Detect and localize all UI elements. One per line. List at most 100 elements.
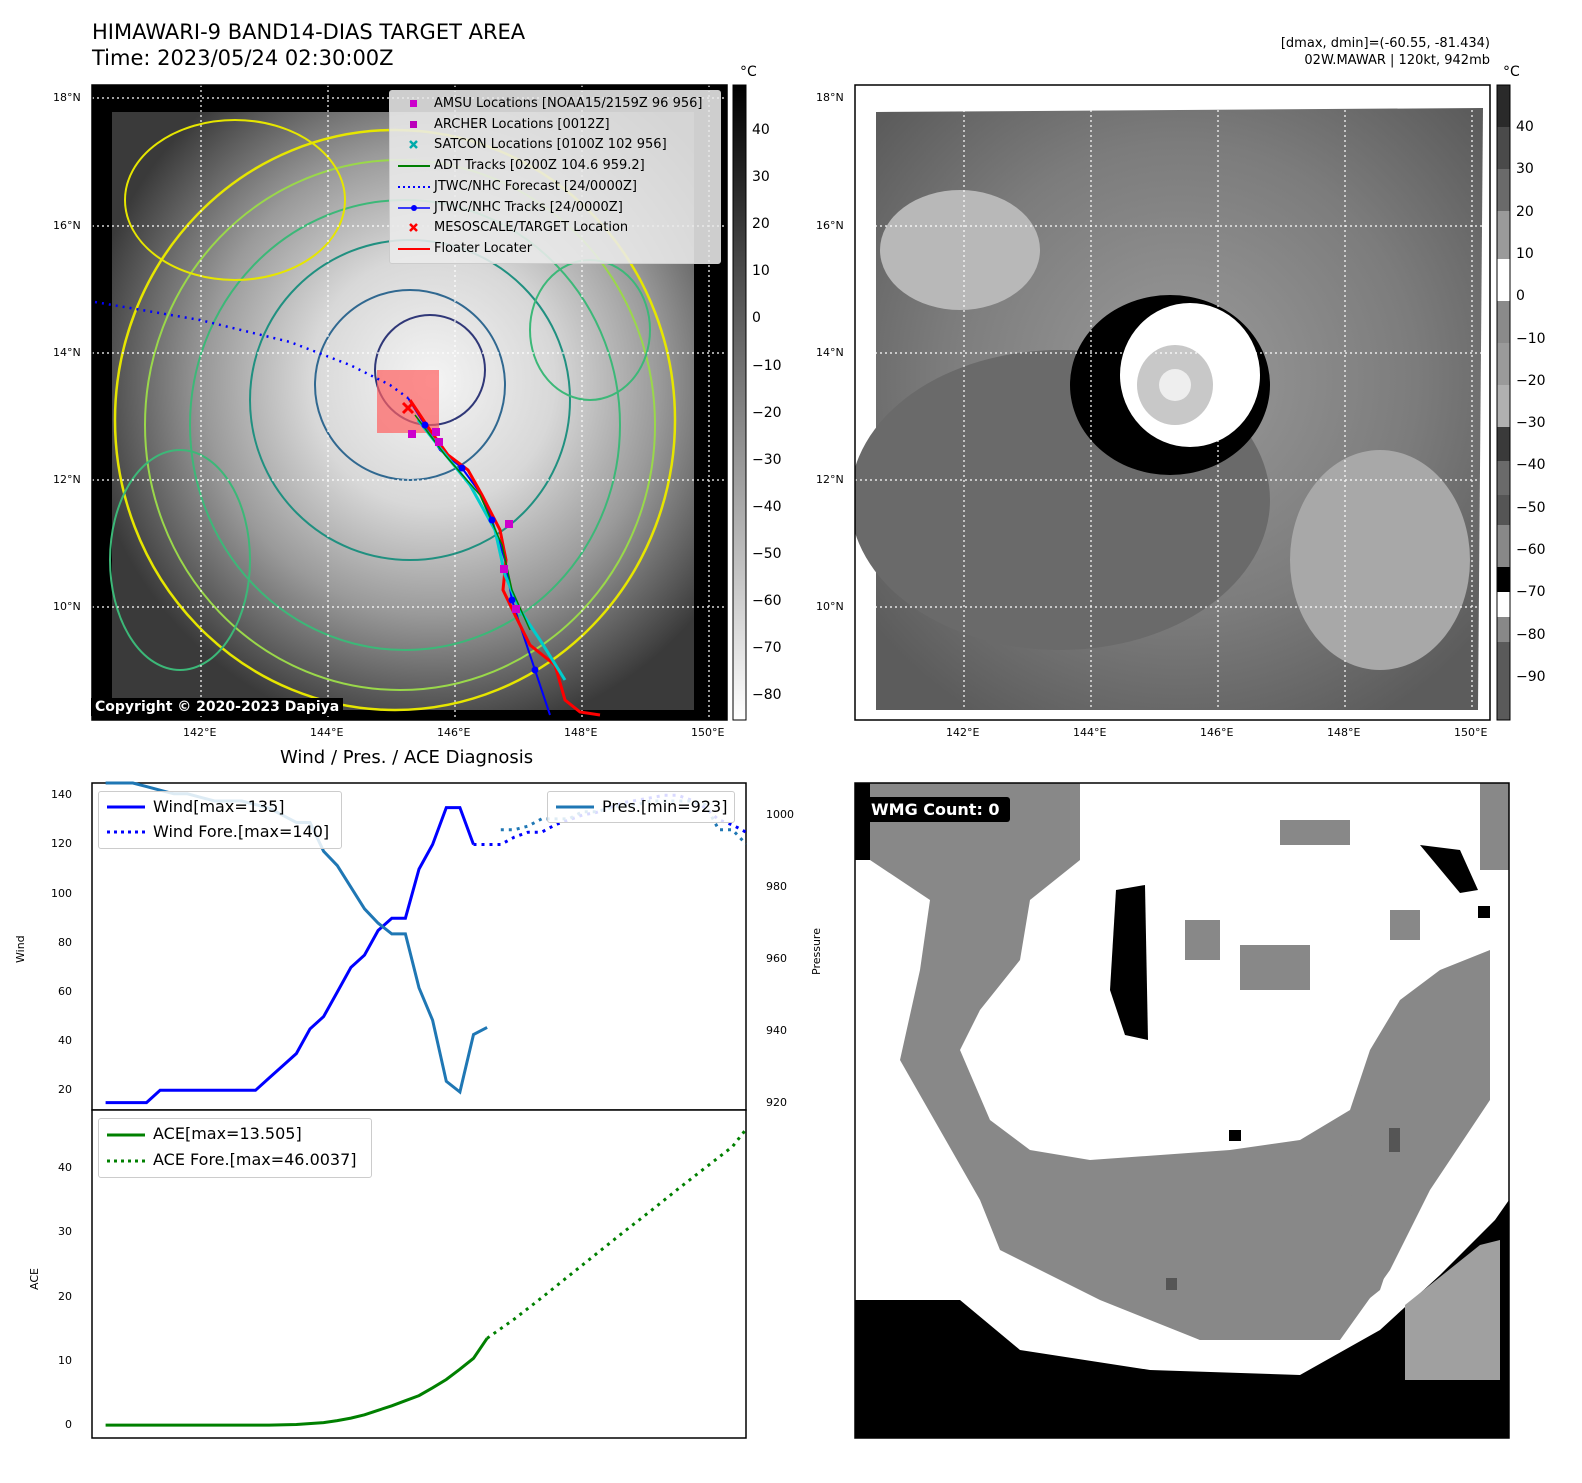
right-colorbar-tick-11: −70 [1516, 584, 1546, 601]
wind-ytick-6: 20 [58, 1083, 72, 1097]
wind-legend: Wind[max=135] Wind Fore.[max=140] [98, 791, 342, 849]
pressure-ytick-2: 960 [766, 952, 787, 966]
left-colorbar-tick-7: −30 [752, 451, 782, 468]
legend-swatch-3 [398, 165, 430, 168]
legend-label-6: MESOSCALE/TARGET Location [434, 220, 629, 236]
right-colorbar-tick-3: 10 [1516, 245, 1534, 262]
left-colorbar-tick-0: 40 [752, 122, 770, 138]
right-colorbar-tick-0: 40 [1516, 119, 1534, 135]
track-legend: AMSU Locations [NOAA15/2159Z 96 956] ARCH… [389, 90, 721, 264]
ace-legend-observed: ACE[max=13.505] [153, 1124, 302, 1143]
right-colorbar-tick-6: −20 [1516, 372, 1546, 389]
ace-axis-label: ACE [28, 1268, 41, 1290]
legend-label-7: Floater Locater [434, 240, 533, 256]
r-lon-tick-146: 146°E [1200, 726, 1234, 739]
left-colorbar-tick-9: −50 [752, 545, 782, 562]
wind-ytick-2: 100 [51, 886, 72, 900]
pressure-ytick-0: 1000 [766, 808, 794, 822]
right-colorbar-tick-7: −30 [1516, 415, 1546, 432]
legend-item-6: MESOSCALE/TARGET Location [396, 218, 716, 238]
r-lat-tick-18: 18°N [816, 91, 844, 104]
wind-series-group [105, 793, 747, 1105]
right-colorbar-tick-10: −60 [1516, 542, 1546, 558]
legend-item-4: JTWC/NHC Forecast [24/0000Z] [396, 177, 716, 197]
legend-label-4: JTWC/NHC Forecast [24/0000Z] [434, 178, 637, 194]
legend-label-3: ADT Tracks [0200Z 104.6 959.2] [434, 158, 645, 174]
ace-series-group [105, 1128, 748, 1427]
jtwc-track-points [421, 421, 539, 674]
ace-forecast-line [486, 1128, 748, 1340]
wind-ytick-4: 60 [58, 984, 72, 998]
r-lat-tick-10: 10°N [816, 600, 844, 613]
enhanced-ir-image [855, 85, 1490, 720]
pressure-axis-label: Pressure [810, 928, 823, 975]
wind-ytick-3: 80 [58, 935, 72, 949]
ace-ytick-3: 10 [58, 1353, 72, 1367]
right-colorbar-tick-8: −40 [1516, 457, 1546, 474]
wind-legend-forecast: Wind Fore.[max=140] [153, 822, 330, 841]
right-colorbar-tick-4: 0 [1516, 288, 1525, 305]
pressure-ytick-1: 980 [766, 880, 787, 894]
legend-item-5: JTWC/NHC Tracks [24/0000Z] [396, 198, 716, 218]
legend-label-2: SATCON Locations [0100Z 102 956] [434, 137, 667, 153]
legend-swatch-1 [410, 120, 417, 128]
legend-swatch-7 [398, 247, 430, 250]
r-lon-tick-142: 142°E [946, 726, 980, 739]
ace-legend-forecast: ACE Fore.[max=46.0037] [153, 1150, 357, 1169]
left-colorbar [732, 84, 747, 721]
right-colorbar-tick-2: 20 [1516, 203, 1534, 220]
right-colorbar-unit: °C [1503, 64, 1520, 80]
legend-swatch-6 [409, 223, 418, 233]
left-colorbar-tick-1: 30 [752, 169, 770, 186]
legend-item-1: ARCHER Locations [0012Z] [396, 115, 716, 135]
diagnosis-title: Wind / Pres. / ACE Diagnosis [280, 747, 534, 768]
left-colorbar-tick-6: −20 [752, 404, 782, 421]
left-colorbar-tick-11: −70 [752, 640, 782, 657]
wmg-cold-band [855, 1200, 1509, 1438]
jtwc-forecast-track [94, 300, 409, 400]
ace-ytick-1: 30 [58, 1225, 72, 1239]
r-lon-tick-148: 148°E [1327, 726, 1361, 739]
left-colorbar-tick-4: 0 [752, 310, 761, 327]
legend-item-7: Floater Locater [396, 239, 716, 259]
r-lat-tick-16: 16°N [816, 219, 844, 232]
lat-tick-12: 12°N [53, 473, 81, 486]
legend-swatch-4 [398, 185, 430, 188]
left-colorbar-tick-3: 10 [752, 263, 770, 280]
pressure-ytick-4: 920 [766, 1095, 787, 1109]
wind-legend-observed: Wind[max=135] [153, 797, 285, 816]
wmg-count-badge: WMG Count: 0 [861, 797, 1010, 822]
ace-ytick-0: 40 [58, 1160, 72, 1174]
ace-ytick-4: 0 [65, 1418, 72, 1432]
lat-tick-10: 10°N [53, 600, 81, 613]
target-area-box [377, 370, 439, 433]
right-colorbar [1496, 84, 1511, 721]
ace-observed-line [105, 1337, 489, 1427]
lat-tick-18: 18°N [53, 91, 81, 104]
legend-item-2: SATCON Locations [0100Z 102 956] [396, 135, 716, 155]
pressure-legend-label: Pres.[min=923] [602, 797, 728, 816]
pressure-legend: Pres.[min=923] [547, 791, 735, 823]
target-location-marker [401, 401, 415, 415]
amsu-markers [408, 428, 520, 613]
wind-ytick-0: 140 [51, 788, 72, 802]
left-colorbar-tick-8: −40 [752, 498, 782, 515]
wind-observed-line [105, 806, 475, 1105]
lon-tick-142: 142°E [183, 726, 217, 739]
enhanced-map-gridlines [855, 85, 1490, 720]
wind-ytick-1: 120 [51, 837, 72, 851]
lon-tick-148: 148°E [564, 726, 598, 739]
left-colorbar-unit: °C [740, 64, 757, 80]
lon-tick-146: 146°E [437, 726, 471, 739]
wmg-cold-cell [1110, 885, 1148, 1040]
legend-swatch-5 [398, 204, 430, 211]
left-colorbar-tick-10: −60 [752, 593, 782, 609]
legend-item-3: ADT Tracks [0200Z 104.6 959.2] [396, 156, 716, 176]
left-colorbar-tick-12: −80 [752, 687, 782, 704]
stats-dmax-dmin: [dmax, dmin]=(-60.55, -81.434) [1280, 36, 1490, 51]
r-lon-tick-144: 144°E [1073, 726, 1107, 739]
legend-label-5: JTWC/NHC Tracks [24/0000Z] [434, 199, 623, 215]
r-lat-tick-12: 12°N [816, 473, 844, 486]
wind-ytick-5: 40 [58, 1034, 72, 1048]
wind-axis-label: Wind [14, 935, 27, 963]
